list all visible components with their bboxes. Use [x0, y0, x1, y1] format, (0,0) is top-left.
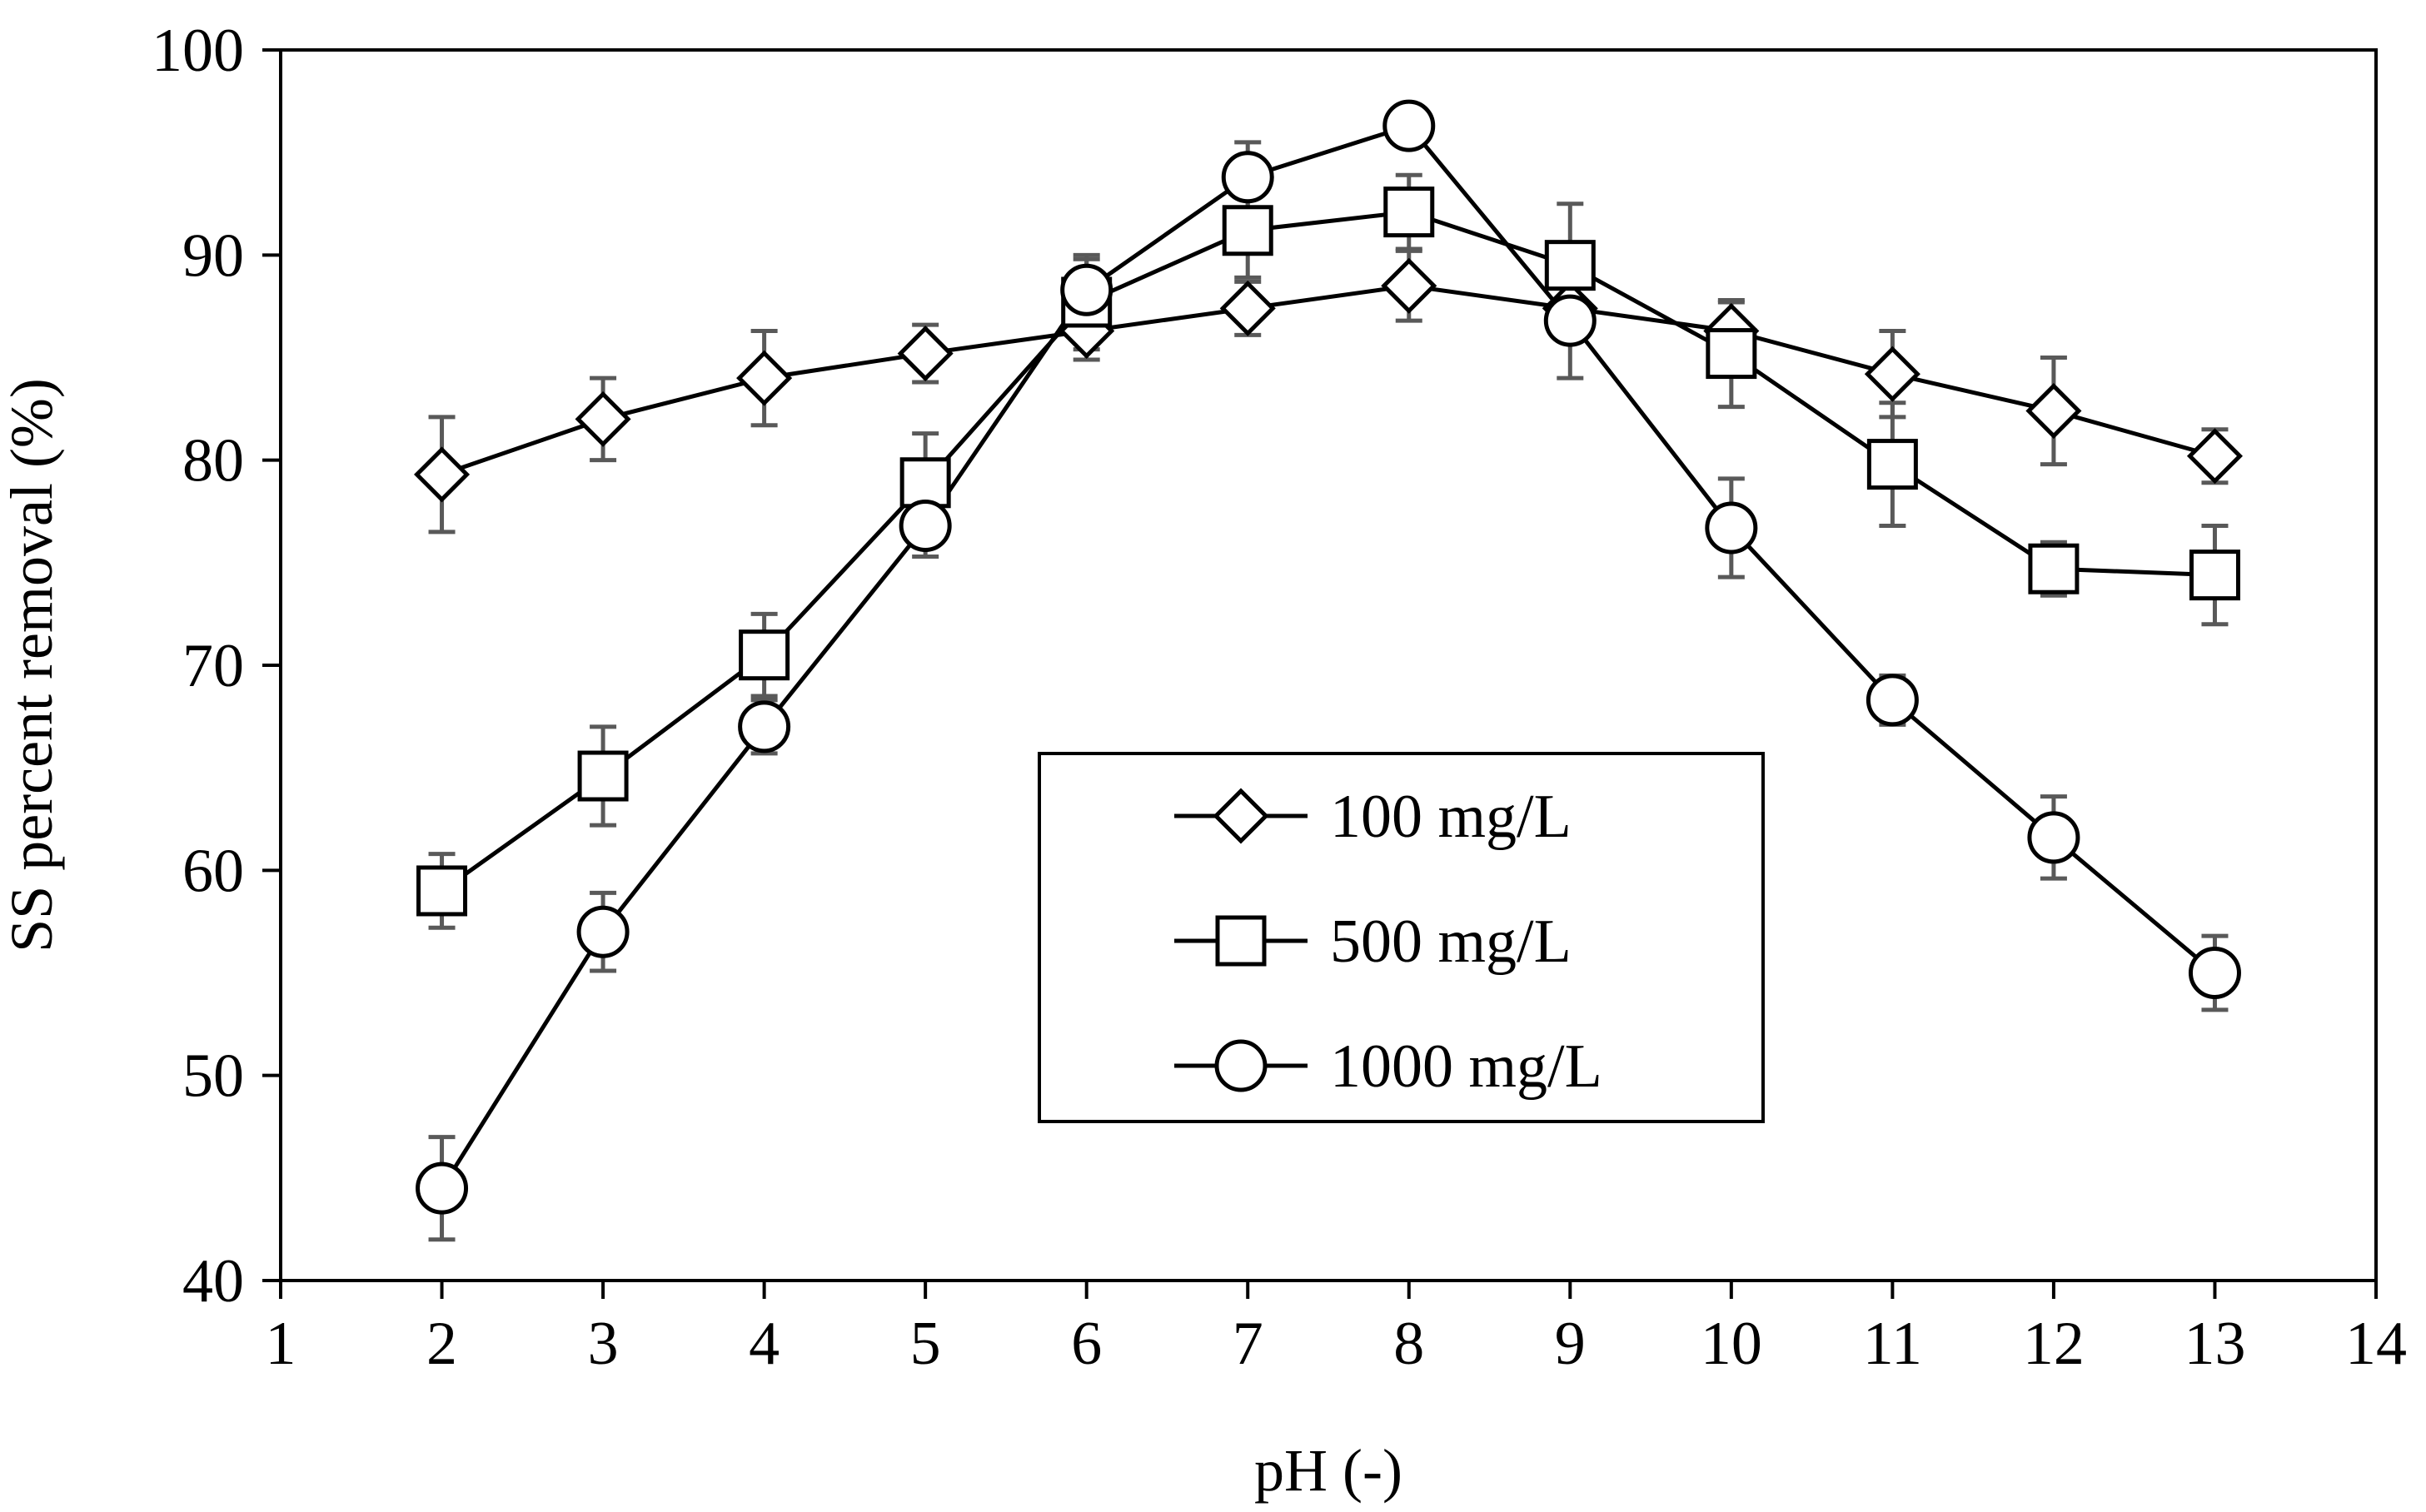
data-point-1000-mg-l-2	[416, 1161, 469, 1215]
x-tick-label: 7	[1233, 1310, 1263, 1378]
data-point-1000-mg-l-12	[2027, 811, 2080, 864]
data-point-1000-mg-l-9	[1543, 294, 1597, 347]
data-point-100-mg-l-8	[1381, 257, 1437, 314]
x-tick-label: 8	[1393, 1310, 1424, 1378]
data-point-500-mg-l-2	[416, 865, 468, 917]
data-point-500-mg-l-8	[1383, 187, 1435, 238]
legend-label: 100 mg/L	[1330, 783, 1572, 851]
legend-marker-circle	[1214, 1039, 1268, 1092]
data-point-1000-mg-l-4	[738, 700, 791, 754]
data-point-1000-mg-l-3	[576, 905, 630, 958]
data-point-500-mg-l-7	[1222, 205, 1273, 256]
legend-box	[1038, 752, 1765, 1123]
x-tick-label: 10	[1701, 1310, 1762, 1378]
data-point-1000-mg-l-6	[1060, 263, 1113, 316]
series-markers	[414, 99, 2243, 1215]
series-line-1000-mg-l	[440, 123, 2217, 1190]
data-point-500-mg-l-13	[2189, 550, 2240, 601]
data-point-1000-mg-l-10	[1705, 501, 1758, 555]
data-point-1000-mg-l-8	[1382, 99, 1436, 152]
series-lines	[440, 123, 2217, 1190]
y-tick-label: 50	[182, 1042, 244, 1111]
x-tick-label: 11	[1863, 1310, 1922, 1378]
data-point-500-mg-l-10	[1706, 328, 1757, 380]
data-point-500-mg-l-5	[899, 457, 951, 509]
data-point-1000-mg-l-7	[1221, 151, 1274, 204]
legend-marker-square	[1215, 915, 1267, 967]
legend-entry-1000-mg-l: 1000 mg/L	[1174, 1032, 1602, 1101]
data-point-500-mg-l-11	[1866, 439, 1918, 490]
x-tick-label: 2	[426, 1310, 457, 1378]
x-tick-label: 5	[910, 1310, 941, 1378]
series-line-100-mg-l	[441, 283, 2216, 477]
x-tick-label: 9	[1555, 1310, 1586, 1378]
data-point-500-mg-l-4	[739, 629, 790, 681]
y-tick-label: 90	[182, 221, 244, 290]
y-tick-label: 80	[182, 427, 244, 495]
x-tick-label: 12	[2023, 1310, 2085, 1378]
legend-entry-500-mg-l: 500 mg/L	[1174, 908, 1572, 976]
data-point-500-mg-l-12	[2028, 543, 2080, 594]
x-tick-label: 6	[1071, 1310, 1102, 1378]
data-point-100-mg-l-12	[2025, 383, 2082, 440]
x-tick-label: 14	[2345, 1310, 2407, 1378]
data-point-500-mg-l-9	[1544, 240, 1596, 291]
x-tick-label: 3	[588, 1310, 619, 1378]
x-tick-label: 4	[749, 1310, 780, 1378]
legend-entry-100-mg-l: 100 mg/L	[1174, 783, 1572, 851]
y-tick-label: 40	[182, 1247, 244, 1316]
legend-label: 500 mg/L	[1330, 908, 1572, 976]
y-tick-label: 60	[182, 837, 244, 905]
data-point-100-mg-l-5	[897, 326, 954, 382]
data-point-100-mg-l-13	[2186, 428, 2243, 485]
data-point-100-mg-l-11	[1864, 346, 1920, 402]
data-point-100-mg-l-4	[736, 350, 793, 406]
data-point-100-mg-l-3	[575, 390, 631, 447]
data-point-1000-mg-l-5	[899, 499, 952, 552]
y-tick-label: 100	[152, 17, 244, 85]
data-point-1000-mg-l-13	[2188, 947, 2241, 999]
legend-marker-diamond	[1213, 788, 1269, 844]
y-tick-label: 70	[182, 632, 244, 700]
data-point-100-mg-l-7	[1219, 280, 1276, 336]
data-point-100-mg-l-2	[414, 446, 471, 503]
x-axis-title: pH (-)	[1254, 1437, 1402, 1504]
y-axis-title: SS percent removal (%)	[0, 378, 65, 952]
legend: 100 mg/L 500 mg/L 1000 mg/L	[1038, 752, 1765, 1123]
data-point-1000-mg-l-11	[1866, 674, 1919, 727]
x-tick-label: 13	[2184, 1310, 2245, 1378]
data-point-500-mg-l-3	[577, 750, 629, 802]
x-tick-label: 1	[266, 1310, 296, 1378]
series-line-500-mg-l	[441, 210, 2215, 893]
legend-label: 1000 mg/L	[1330, 1032, 1602, 1101]
